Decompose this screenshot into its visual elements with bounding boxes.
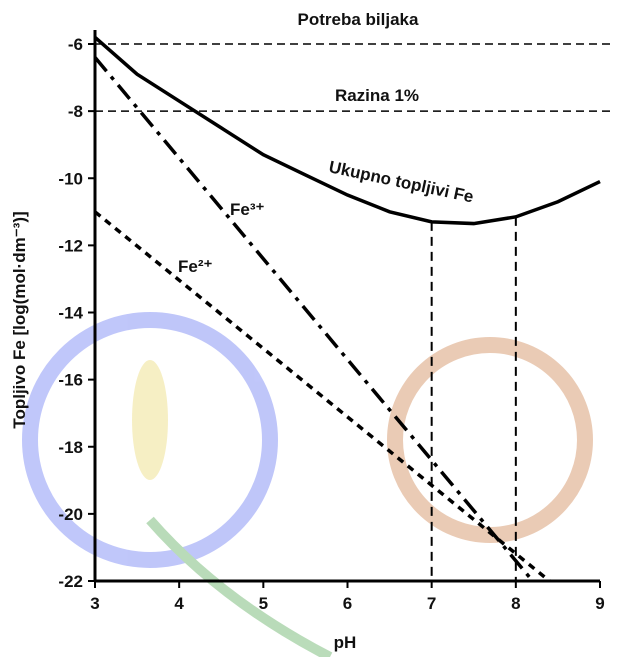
reference-label: Razina 1%: [335, 86, 419, 105]
y-tick-label: -20: [58, 505, 83, 524]
series-label: Fe³⁺: [230, 200, 265, 219]
watermark: [22, 312, 593, 657]
y-tick-label: -10: [58, 169, 83, 188]
y-tick-label: -18: [58, 438, 83, 457]
x-tick-label: 4: [174, 594, 184, 613]
x-tick-label: 5: [259, 594, 268, 613]
y-tick-label: -6: [68, 35, 83, 54]
y-tick-label: -22: [58, 572, 83, 591]
x-axis-label: pH: [334, 633, 357, 652]
y-tick-label: -14: [58, 304, 83, 323]
series-label: Ukupno topljivi Fe: [327, 157, 475, 206]
series-line: [93, 210, 551, 583]
x-tick-label: 7: [427, 594, 436, 613]
y-axis-label: Topljivo Fe [log(mol·dm⁻³)]: [10, 211, 29, 428]
y-tick-label: -16: [58, 371, 83, 390]
series-line: [93, 35, 601, 226]
x-tick-label: 8: [511, 594, 520, 613]
series-line: [93, 56, 535, 583]
reference-label: Potreba biljaka: [298, 10, 419, 29]
x-tick-label: 6: [343, 594, 352, 613]
x-tick-label: 3: [90, 594, 99, 613]
series-label: Fe²⁺: [178, 257, 213, 276]
y-tick-label: -12: [58, 236, 83, 255]
y-tick-label: -8: [68, 102, 83, 121]
x-tick-label: 9: [595, 594, 604, 613]
